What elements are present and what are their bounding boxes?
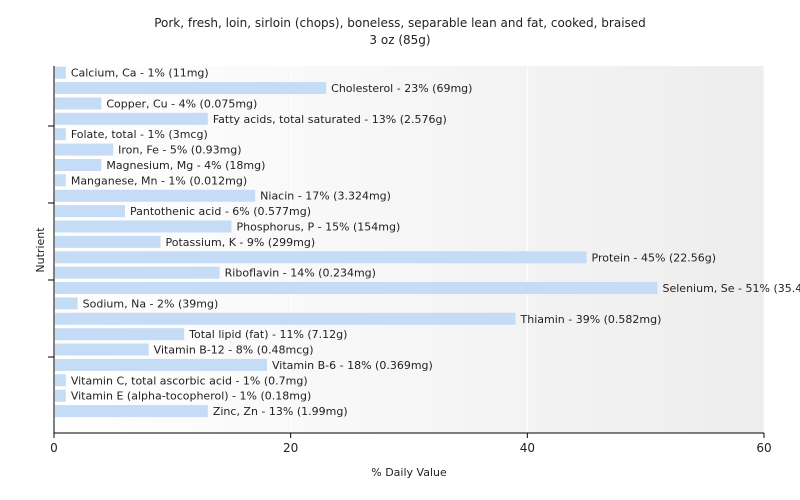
y-axis-label: Nutrient <box>34 227 47 273</box>
bar-label: Total lipid (fat) - 11% (7.12g) <box>188 328 347 341</box>
bars <box>55 66 658 418</box>
bar <box>55 189 256 202</box>
bar <box>55 251 587 264</box>
x-tick-label: 40 <box>520 441 535 455</box>
x-tick-label: 60 <box>756 441 771 455</box>
bar <box>55 205 125 218</box>
bar-label: Vitamin C, total ascorbic acid - 1% (0.7… <box>71 374 308 387</box>
bar <box>55 374 66 387</box>
bar <box>55 66 66 79</box>
bar-label: Magnesium, Mg - 4% (18mg) <box>106 159 265 172</box>
bar <box>55 143 114 156</box>
bar <box>55 112 208 125</box>
bar <box>55 405 208 418</box>
bar-label: Folate, total - 1% (3mcg) <box>71 128 208 141</box>
chart-title: Pork, fresh, loin, sirloin (chops), bone… <box>154 16 646 30</box>
plot-area <box>54 66 764 433</box>
bar-label: Niacin - 17% (3.324mg) <box>260 190 391 203</box>
grid-lines <box>290 66 765 433</box>
bar-label: Manganese, Mn - 1% (0.012mg) <box>71 174 247 187</box>
bar-label: Thiamin - 39% (0.582mg) <box>520 313 662 326</box>
bar-label: Copper, Cu - 4% (0.075mg) <box>106 97 257 110</box>
bar <box>55 97 102 110</box>
bar-labels: Calcium, Ca - 1% (11mg) Cholesterol - 23%… <box>71 67 800 418</box>
axes <box>48 66 765 438</box>
bar <box>55 158 102 171</box>
bar-label: Vitamin E (alpha-tocopherol) - 1% (0.18m… <box>71 390 311 403</box>
bar <box>55 389 66 402</box>
bar-label: Protein - 45% (22.56g) <box>592 251 717 264</box>
bar <box>55 220 232 233</box>
bar <box>55 343 149 356</box>
chart-subtitle: 3 oz (85g) <box>369 33 430 47</box>
bar-label: Phosphorus, P - 15% (154mg) <box>237 221 401 234</box>
bar <box>55 235 161 248</box>
x-tick-label: 0 <box>50 441 58 455</box>
bar-label: Zinc, Zn - 13% (1.99mg) <box>213 405 348 418</box>
bar <box>55 266 220 279</box>
bar-label: Sodium, Na - 2% (39mg) <box>83 297 219 310</box>
bar <box>55 312 516 325</box>
x-tick-labels: 0 20 40 60 <box>50 441 771 455</box>
bar <box>55 282 658 295</box>
x-tick-label: 20 <box>283 441 298 455</box>
bar <box>55 82 327 95</box>
bar <box>55 297 78 310</box>
x-axis-label: % Daily Value <box>371 466 447 479</box>
bar <box>55 358 267 371</box>
bar-label: Vitamin B-12 - 8% (0.48mcg) <box>154 344 314 357</box>
bar-label: Fatty acids, total saturated - 13% (2.57… <box>213 113 447 126</box>
bar-label: Calcium, Ca - 1% (11mg) <box>71 67 209 80</box>
bar <box>55 174 66 187</box>
bar <box>55 328 185 341</box>
bar-label: Pantothenic acid - 6% (0.577mg) <box>130 205 311 218</box>
bar-label: Selenium, Se - 51% (35.4mcg) <box>663 282 800 295</box>
bar <box>55 128 66 141</box>
bar-label: Potassium, K - 9% (299mg) <box>166 236 316 249</box>
bar-label: Cholesterol - 23% (69mg) <box>331 82 472 95</box>
bar-label: Riboflavin - 14% (0.234mg) <box>225 267 376 280</box>
bar-label: Iron, Fe - 5% (0.93mg) <box>118 144 241 157</box>
bar-label: Vitamin B-6 - 18% (0.369mg) <box>272 359 433 372</box>
